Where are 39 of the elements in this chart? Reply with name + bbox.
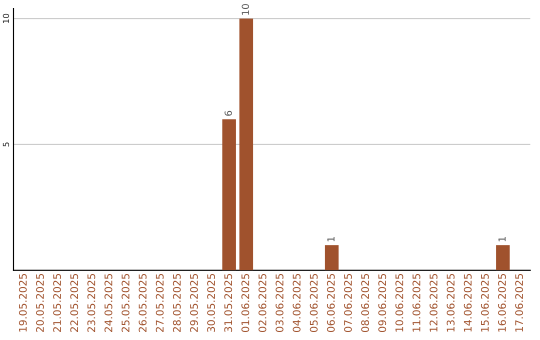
data-label: 1 bbox=[498, 237, 506, 242]
x-tick-label: 06.06.2025 bbox=[326, 274, 335, 332]
x-tick-label: 23.05.2025 bbox=[87, 274, 96, 332]
x-tick-label: 07.06.2025 bbox=[344, 274, 352, 332]
x-tick-label: 01.06.2025 bbox=[241, 274, 250, 332]
y-tick-label: 5 bbox=[2, 142, 10, 146]
x-tick-label: 31.05.2025 bbox=[224, 274, 232, 332]
x-tick-label: 03.06.2025 bbox=[276, 274, 284, 332]
bar bbox=[496, 245, 510, 270]
data-label: 6 bbox=[224, 110, 232, 116]
x-tick-label: 04.06.2025 bbox=[292, 274, 301, 332]
x-tick-label: 13.06.2025 bbox=[446, 274, 455, 332]
bar bbox=[324, 245, 339, 270]
x-tick-label: 19.05.2025 bbox=[18, 274, 27, 332]
x-tick-label: 29.05.2025 bbox=[190, 274, 198, 332]
x-tick-label: 02.06.2025 bbox=[258, 274, 266, 332]
x-tick-label: 24.05.2025 bbox=[104, 274, 112, 332]
x-tick-label: 22.05.2025 bbox=[70, 274, 78, 332]
data-label: 10 bbox=[242, 4, 250, 15]
x-tick-label: 25.05.2025 bbox=[122, 274, 130, 332]
x-tick-label: 11.06.2025 bbox=[412, 274, 420, 332]
x-tick-label: 26.05.2025 bbox=[138, 274, 147, 332]
x-tick-label: 10.06.2025 bbox=[395, 274, 404, 332]
x-tick-label: 09.06.2025 bbox=[378, 274, 386, 332]
x-tick-label: 27.05.2025 bbox=[156, 274, 164, 332]
x-tick-label: 17.06.2025 bbox=[515, 274, 524, 332]
x-tick-label: 12.06.2025 bbox=[430, 274, 438, 332]
x-tick-label: 21.05.2025 bbox=[53, 274, 62, 332]
x-tick-label: 28.05.2025 bbox=[172, 274, 181, 332]
bar bbox=[239, 18, 254, 270]
x-tick-label: 30.05.2025 bbox=[207, 274, 216, 332]
data-label: 1 bbox=[327, 237, 334, 242]
x-tick-label: 05.06.2025 bbox=[310, 274, 318, 332]
bar bbox=[222, 119, 236, 270]
x-tick-label: 08.06.2025 bbox=[361, 274, 370, 332]
x-tick-label: 20.05.2025 bbox=[36, 274, 44, 332]
x-tick-label: 16.06.2025 bbox=[498, 274, 506, 332]
x-tick-label: 15.06.2025 bbox=[480, 274, 489, 332]
x-tick-label: 14.06.2025 bbox=[464, 274, 472, 332]
